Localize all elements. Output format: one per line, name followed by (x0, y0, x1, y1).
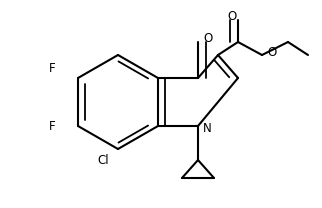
Text: O: O (204, 31, 213, 45)
Text: F: F (49, 120, 55, 132)
Text: N: N (203, 121, 211, 135)
Text: O: O (267, 47, 277, 59)
Text: Cl: Cl (97, 154, 109, 166)
Text: O: O (227, 10, 237, 22)
Text: F: F (49, 62, 55, 74)
